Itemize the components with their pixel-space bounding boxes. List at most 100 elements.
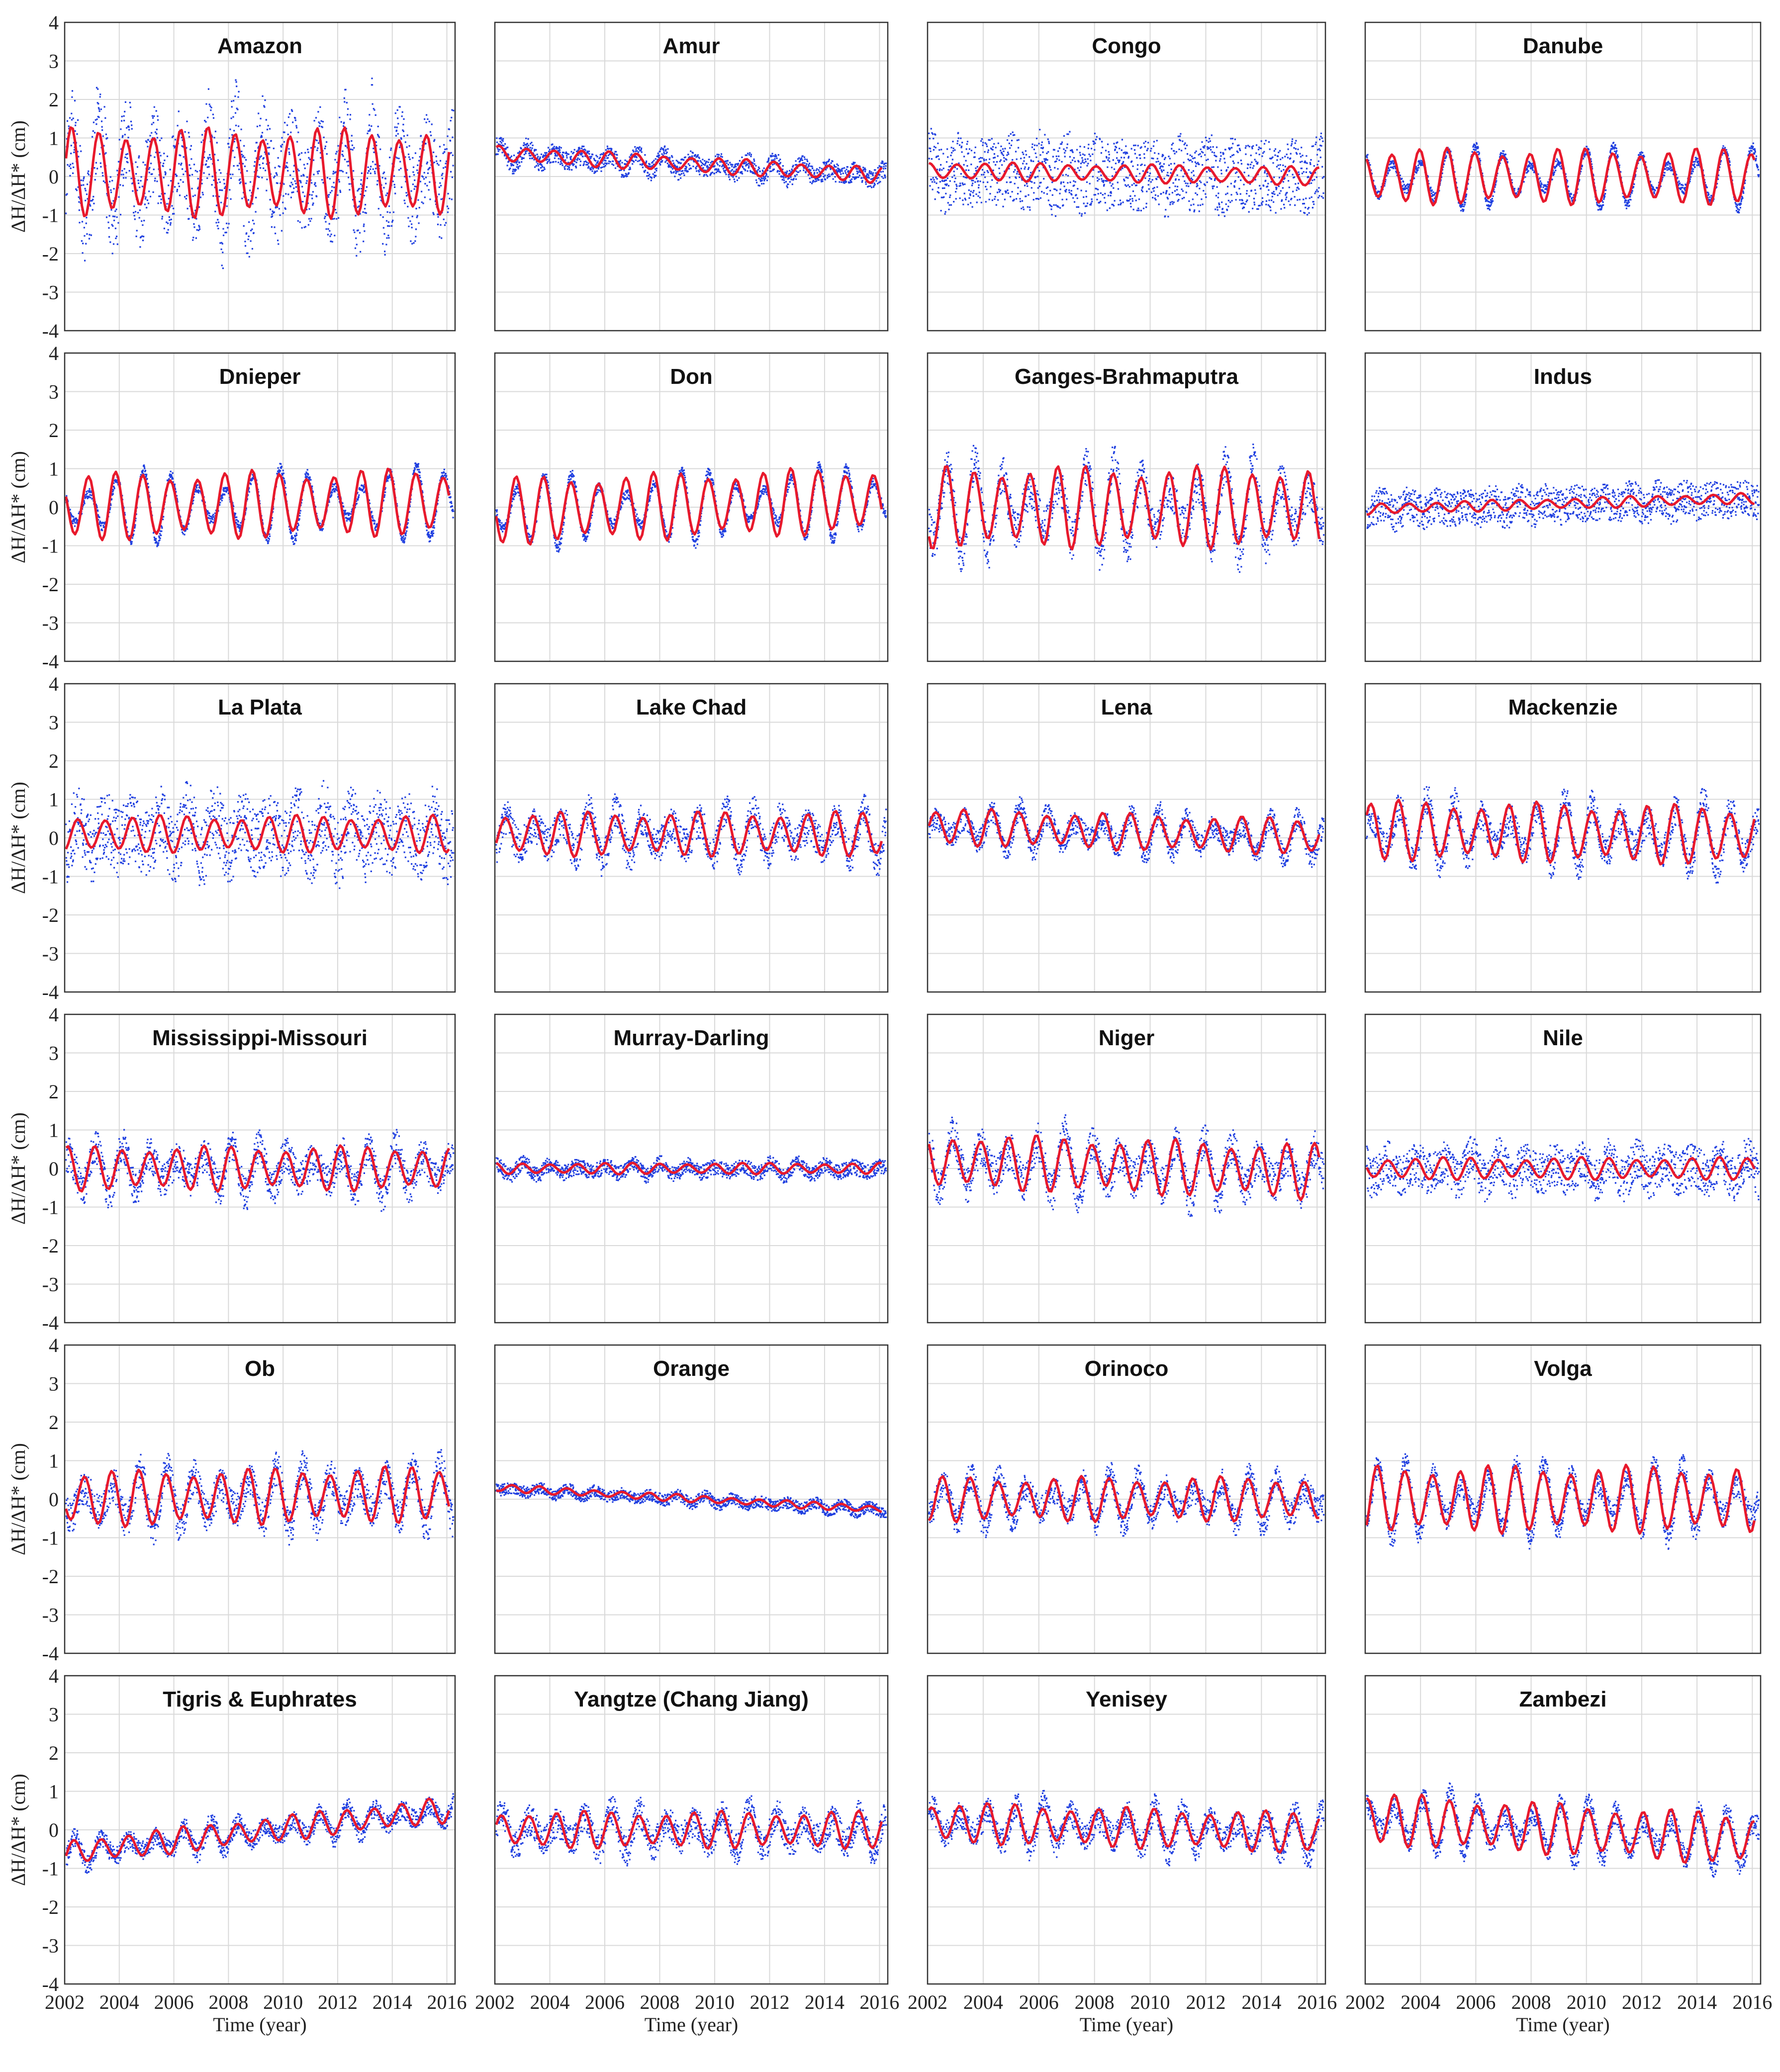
model-series-line	[1366, 492, 1755, 516]
x-tick-label: 2004	[99, 1991, 139, 2013]
x-tick-label: 2014	[373, 1991, 412, 2013]
model-series-line	[65, 467, 451, 541]
y-tick-label: 2	[49, 1411, 59, 1434]
x-tick-label: 2008	[1511, 1991, 1551, 2013]
y-tick-label: 3	[49, 1373, 59, 1395]
x-tick-label: 2016	[1297, 1991, 1337, 2013]
model-series-line	[65, 813, 450, 854]
plot-frame	[494, 683, 889, 993]
y-tick-label: -3	[42, 1273, 59, 1296]
panel-yenisey	[927, 1675, 1326, 1985]
panel-title: Nile	[1543, 1026, 1583, 1050]
x-tick-label: 2006	[154, 1991, 194, 2013]
panel-dnieper	[64, 352, 456, 662]
x-tick-label: 2012	[318, 1991, 358, 2013]
panel-murray-darling	[494, 1013, 889, 1324]
observed-series-dots	[65, 780, 455, 889]
observed-series-dots	[495, 1155, 887, 1184]
panel-title: Indus	[1534, 364, 1592, 389]
panel-title: Niger	[1099, 1026, 1154, 1050]
x-tick-label: 2010	[1130, 1991, 1170, 2013]
observed-series-dots	[1366, 1782, 1760, 1878]
plot-frame	[64, 1013, 456, 1324]
plot-frame	[1364, 21, 1762, 332]
plot-frame	[927, 683, 1326, 993]
x-tick-label: 2006	[1019, 1991, 1059, 2013]
y-tick-label: -4	[42, 320, 59, 342]
panel-title: Congo	[1092, 34, 1161, 58]
panel-title: Zambezi	[1519, 1687, 1606, 1712]
plot-frame	[927, 1013, 1326, 1324]
model-series-line	[928, 1475, 1319, 1524]
y-tick-label: -1	[42, 535, 59, 557]
x-tick-label: 2004	[963, 1991, 1003, 2013]
y-tick-label: 1	[49, 1119, 59, 1142]
plot-frame	[1364, 1675, 1762, 1985]
panel-title: Orange	[653, 1356, 730, 1381]
y-tick-label: 3	[49, 50, 59, 73]
y-tick-label: 0	[49, 496, 59, 519]
panel-title: Tigris & Euphrates	[163, 1687, 357, 1712]
y-tick-label: -2	[42, 243, 59, 265]
observed-series-dots	[1366, 786, 1760, 884]
x-tick-label: 2012	[1186, 1991, 1225, 2013]
y-tick-label: 2	[49, 1081, 59, 1103]
x-tick-label: 2008	[640, 1991, 679, 2013]
panel-indus	[1364, 352, 1762, 662]
x-tick-label: 2004	[530, 1991, 569, 2013]
x-tick-label: 2008	[1075, 1991, 1115, 2013]
plot-frame	[927, 21, 1326, 332]
y-tick-label: -3	[42, 1604, 59, 1626]
model-series-line	[65, 1797, 451, 1862]
plot-frame	[927, 1675, 1326, 1985]
x-tick-label: 2012	[749, 1991, 789, 2013]
panel-orinoco	[927, 1344, 1326, 1654]
x-tick-label: 2002	[475, 1991, 515, 2013]
y-tick-label: -3	[42, 612, 59, 634]
y-tick-label: -2	[42, 904, 59, 926]
panel-volga	[1364, 1344, 1762, 1654]
model-series-line	[495, 1809, 883, 1850]
panel-title: Mississippi-Missouri	[152, 1026, 368, 1050]
observed-series-dots	[1366, 1453, 1760, 1550]
model-series-line	[65, 1465, 451, 1529]
x-tick-label: 2016	[859, 1991, 899, 2013]
panel-title: Lena	[1101, 695, 1152, 720]
panel-danube	[1364, 21, 1762, 332]
y-tick-label: -1	[42, 1858, 59, 1880]
plot-frame	[64, 21, 456, 332]
panel-ob	[64, 1344, 456, 1654]
plot-frame	[927, 1344, 1326, 1654]
y-tick-label: -2	[42, 573, 59, 596]
model-series-line	[928, 1802, 1320, 1854]
model-series-line	[496, 1484, 882, 1514]
model-series-line	[495, 810, 883, 858]
y-tick-label: 1	[49, 127, 59, 150]
y-tick-label: 1	[49, 458, 59, 480]
y-tick-label: 4	[49, 1334, 59, 1356]
y-tick-label: 0	[49, 1158, 59, 1180]
observed-series-dots	[495, 1482, 887, 1519]
plot-frame	[64, 1675, 456, 1985]
y-tick-label: 4	[49, 342, 59, 364]
panel-title: Volga	[1534, 1356, 1592, 1381]
panel-lena	[927, 683, 1326, 993]
observed-series-dots	[495, 1795, 887, 1867]
y-tick-label: 2	[49, 419, 59, 442]
y-tick-label: 1	[49, 1781, 59, 1803]
panel-niger	[927, 1013, 1326, 1324]
panel-congo	[927, 21, 1326, 332]
y-tick-label: 3	[49, 1042, 59, 1065]
y-tick-label: -4	[42, 1642, 59, 1665]
plot-frame	[64, 1344, 456, 1654]
x-tick-label: 2016	[1732, 1991, 1772, 2013]
panel-title: Dnieper	[219, 364, 301, 389]
y-tick-label: 3	[49, 712, 59, 734]
y-tick-label: 4	[49, 1003, 59, 1026]
x-tick-label: 2012	[1622, 1991, 1662, 2013]
plot-frame	[494, 1675, 889, 1985]
observed-series-dots	[495, 461, 887, 553]
observed-series-dots	[1366, 1136, 1760, 1202]
panel-title: Ob	[245, 1356, 275, 1381]
panel-amazon	[64, 21, 456, 332]
